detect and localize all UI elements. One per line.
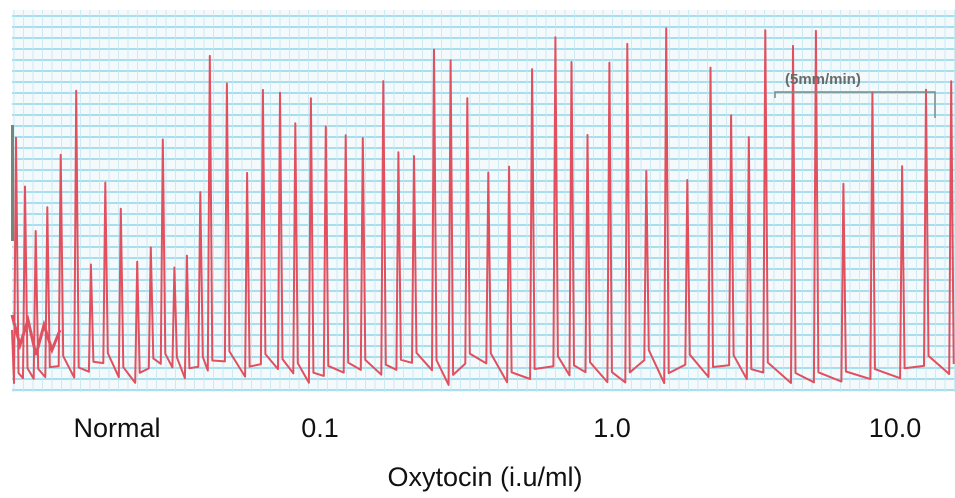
condition-label: 1.0: [593, 413, 631, 443]
recording-trace: [10, 27, 955, 386]
chart-paper: [12, 10, 955, 392]
condition-label: 0.1: [301, 413, 339, 443]
trace-baseline-noise: [10, 314, 62, 356]
calibration-bar: [11, 125, 14, 241]
condition-label: 10.0: [869, 413, 922, 443]
scale-label: (5mm/min): [785, 71, 861, 88]
condition-label: Normal: [73, 413, 160, 443]
grid-lines-horizontal: [12, 15, 955, 391]
axis-title: Oxytocin (i.u/ml): [387, 462, 582, 492]
scale-bracket: [774, 91, 936, 118]
trace-line: [11, 27, 955, 386]
